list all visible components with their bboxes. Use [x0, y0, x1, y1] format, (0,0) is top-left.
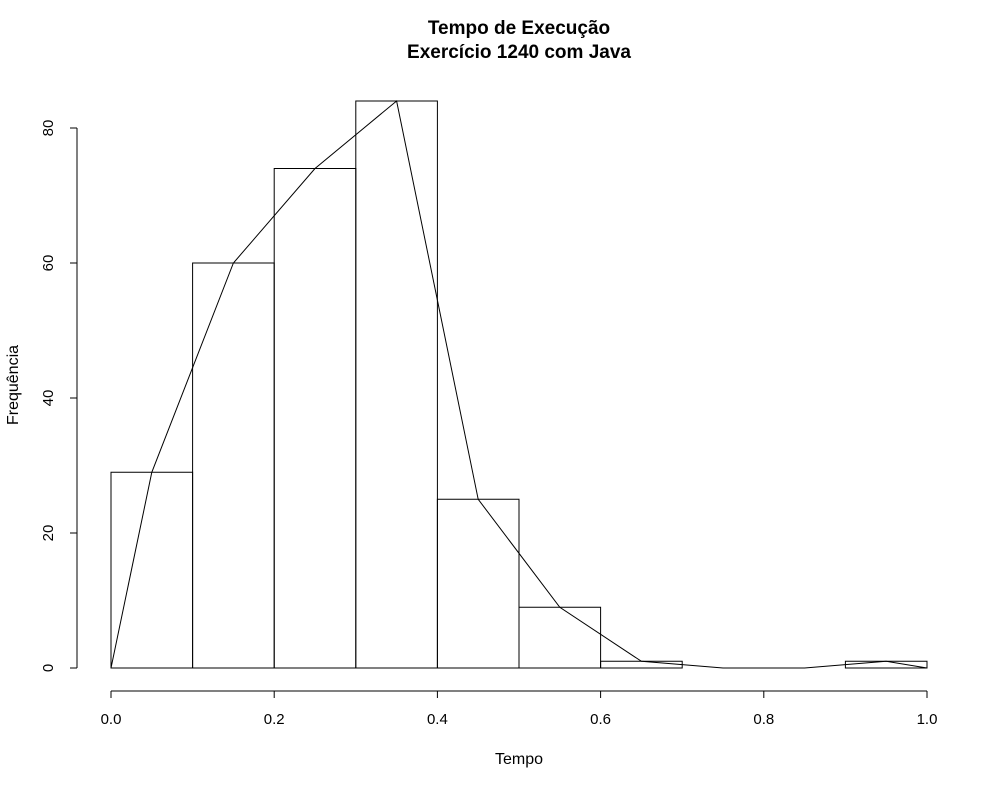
- y-axis-label: Frequência: [5, 345, 22, 425]
- x-tick-label-2: 0.4: [427, 711, 448, 728]
- frequency-polygon-line: [110, 100, 928, 669]
- histogram-bar-2: [273, 168, 357, 669]
- x-tick-label-0: 0.0: [101, 711, 122, 728]
- histogram-bars: [110, 100, 928, 669]
- y-tick-label-3: 60: [40, 255, 57, 272]
- y-axis: 0 20 40 60 80: [40, 120, 78, 672]
- x-tick-label-4: 0.8: [753, 711, 774, 728]
- x-tick-label-5: 1.0: [917, 711, 938, 728]
- chart-title: Tempo de Execução: [428, 18, 610, 39]
- histogram-bar-0: [110, 471, 194, 669]
- histogram-bar-4: [436, 498, 520, 669]
- x-axis: 0.0 0.2 0.4 0.6 0.8 1.0: [101, 690, 938, 728]
- histogram-bar-3: [355, 100, 438, 669]
- x-tick-label-1: 0.2: [264, 711, 285, 728]
- histogram-bar-5: [518, 606, 602, 669]
- histogram-bar-1: [192, 262, 275, 669]
- histogram-bar-6: [600, 660, 683, 669]
- y-tick-label-0: 0: [40, 664, 57, 672]
- y-tick-label-4: 80: [40, 120, 57, 137]
- x-axis-label: Tempo: [495, 751, 543, 768]
- y-tick-label-2: 40: [40, 390, 57, 407]
- histogram-bar-9: [844, 660, 928, 669]
- y-tick-label-1: 20: [40, 525, 57, 542]
- x-tick-label-3: 0.6: [590, 711, 611, 728]
- chart-subtitle: Exercício 1240 com Java: [407, 42, 631, 63]
